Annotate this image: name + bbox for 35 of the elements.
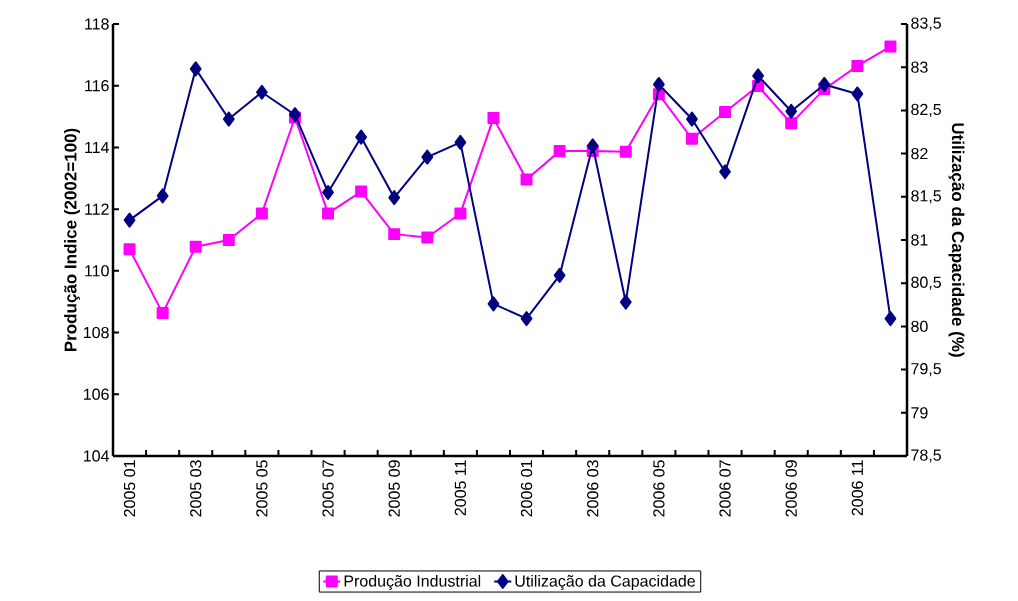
x-tick-label: 2006 09 [785,460,797,517]
x-tick-label: 2005 09 [388,460,400,517]
y2-tick-label: 81 [911,234,928,246]
y-tick-label: 108 [84,326,109,339]
y-tick-label: 106 [84,388,109,400]
y-tick-label: 104 [84,450,109,462]
legend-label: Produção Industrial [344,574,481,590]
y-tick-label: 116 [85,80,109,92]
x-tick-label: 2006 07 [719,460,731,517]
x-tick-label: 2006 11 [851,460,864,516]
y-tick-label: 118 [85,18,109,30]
x-tick-label: 2005 03 [190,460,202,517]
y2-tick-label: 81,5 [911,190,941,204]
x-tick-label: 2006 05 [653,460,665,517]
y2-tick-label: 82 [911,147,928,160]
y2-tick-label: 83 [911,61,928,73]
x-tick-label: 2005 05 [256,460,268,517]
y2-tick-label: 79 [911,407,928,419]
y2-tick-label: 82,5 [911,103,941,117]
y2-tick-label: 79,5 [911,362,941,377]
x-tick-label: 2006 03 [587,460,599,517]
x-tick-label: 2005 07 [322,460,334,517]
x-tick-label: 2005 01 [123,460,136,517]
x-tick-label: 2006 01 [520,460,533,517]
y2-axis-title: Utilização da Capacidade (%) [948,123,965,357]
y2-tick-label: 78,5 [911,449,941,463]
y-tick-label: 112 [85,203,109,215]
legend-label: Utilização da Capacidade [515,574,695,590]
y-tick-label: 110 [85,265,109,277]
x-tick-label: 2005 11 [454,460,467,516]
y-tick-label: 114 [85,141,109,153]
y2-tick-label: 80,5 [911,276,941,290]
y2-tick-label: 80 [911,320,928,333]
y-axis-title: Produção Indice (2002=100) [64,128,80,352]
y2-tick-label: 83,5 [911,17,941,31]
